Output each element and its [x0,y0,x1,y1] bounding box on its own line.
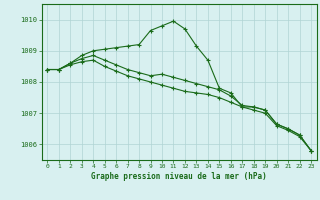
X-axis label: Graphe pression niveau de la mer (hPa): Graphe pression niveau de la mer (hPa) [91,172,267,181]
